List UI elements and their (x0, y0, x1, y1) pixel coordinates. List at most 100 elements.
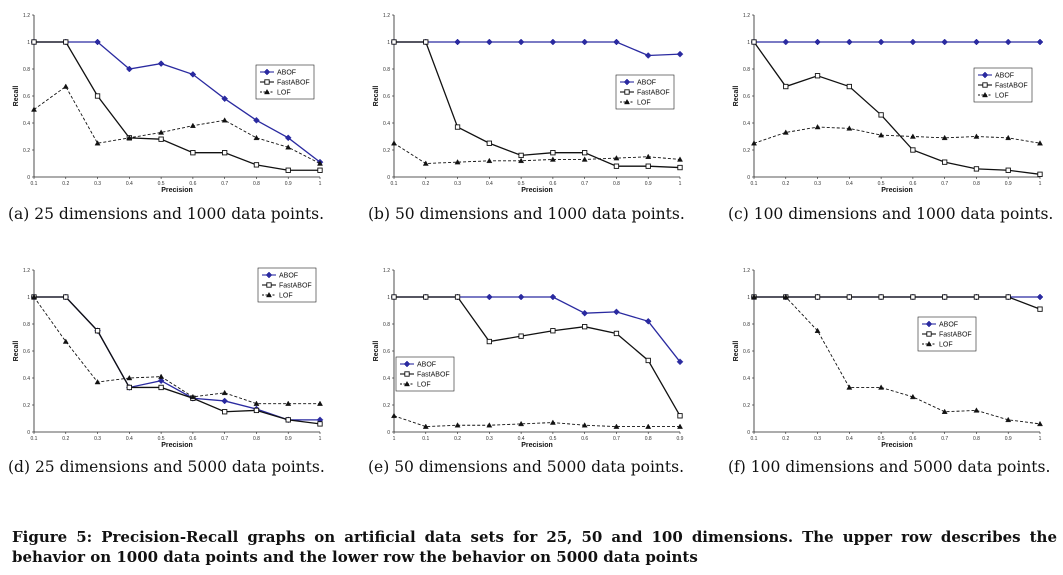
fastabof-point (31, 39, 37, 45)
lof-point (846, 125, 853, 131)
x-tick-label: 0.8 (613, 181, 620, 187)
chart-a: 0 0.2 0.4 0.6 0.8 1 1.2 0.1 0.2 0.3 0.4 0.5 0.6 0.7 0.… (13, 13, 324, 194)
x-tick-label: 0.1 (422, 436, 429, 442)
fastabof-point (454, 124, 461, 130)
legend: ABOF FastABOF LOF (917, 316, 977, 352)
fastabof-point (910, 294, 916, 300)
lof-point (751, 140, 757, 146)
abof-point (125, 65, 133, 73)
y-tick-label: 0.2 (743, 403, 750, 409)
fastabof-point (285, 167, 291, 173)
abof-point (845, 38, 853, 46)
x-tick-label: 1 (393, 436, 396, 442)
fastabof-line (753, 41, 1041, 175)
series-fastabof (31, 39, 323, 173)
lof-point (973, 133, 980, 139)
legend-label: LOF (277, 89, 291, 96)
legend-label: ABOF (417, 361, 436, 368)
x-axis-label: Precision (881, 187, 913, 194)
lof-point (613, 423, 620, 429)
x-tick-label: 1 (679, 181, 682, 187)
y-tick-label: 0.2 (743, 148, 750, 154)
x-tick-label: 0.8 (253, 436, 260, 442)
lof-point (486, 157, 493, 163)
x-tick-label: 0.4 (846, 436, 853, 442)
y-tick-label: 0.8 (383, 322, 390, 328)
series-fastabof (31, 294, 323, 427)
x-tick-label: 0.2 (422, 181, 429, 187)
y-tick-label: 1.2 (383, 13, 390, 19)
lof-line (393, 142, 681, 164)
lof-point (1037, 140, 1043, 146)
lof-point (285, 400, 292, 406)
fastabof-point (973, 294, 980, 300)
abof-point (517, 293, 525, 301)
legend-label: ABOF (637, 79, 656, 86)
lof-point (973, 407, 980, 413)
abof-point (1004, 38, 1012, 46)
y-tick-label: 1.2 (743, 13, 750, 19)
series-fastabof (391, 39, 683, 171)
fastabof-point (94, 93, 101, 99)
lof-point (391, 140, 397, 146)
lof-point (317, 400, 323, 406)
fastabof-point (751, 39, 757, 45)
x-tick-label: 0.4 (126, 436, 133, 442)
y-tick-label: 0 (27, 175, 30, 181)
abof-point (814, 38, 821, 46)
lof-point (1005, 416, 1012, 423)
y-tick-label: 0 (747, 430, 750, 436)
x-tick-label: 0.5 (158, 181, 165, 187)
abof-point (782, 38, 790, 46)
fastabof-point (317, 167, 323, 173)
legend-marker (263, 68, 271, 76)
x-tick-label: 0.9 (285, 436, 292, 442)
y-tick-label: 1.2 (743, 268, 750, 274)
abof-point (613, 308, 620, 316)
y-tick-label: 1 (387, 40, 390, 46)
lof-point (581, 156, 588, 162)
panel-a: 0 0.2 0.4 0.6 0.8 1 1.2 0.1 0.2 0.3 0.4 0.5 0.6 0.7 0.… (0, 5, 346, 260)
legend-label: LOF (637, 99, 651, 106)
x-tick-label: 0.7 (941, 181, 948, 187)
abof-point (94, 38, 101, 46)
caption-e: (e) 50 dimensions and 5000 data points. (368, 458, 684, 476)
lof-point (94, 140, 101, 146)
fastabof-point (582, 324, 588, 330)
x-tick-label: 0.9 (1005, 436, 1012, 442)
lof-point (645, 153, 652, 159)
lof-point (126, 374, 133, 381)
y-axis-label: Recall (13, 86, 20, 107)
y-tick-label: 0.4 (23, 121, 30, 127)
fastabof-point (814, 294, 821, 300)
lof-line (33, 85, 321, 164)
lof-point (814, 327, 821, 333)
lof-line (393, 415, 680, 428)
abof-line (394, 296, 681, 363)
abof-line (394, 41, 681, 57)
fastabof-point (486, 140, 492, 146)
panel-c: 0 0.2 0.4 0.6 0.8 1 1.2 0.1 0.2 0.3 0.4 0.5 0.6 0.7 0.… (720, 5, 1063, 260)
lof-point (62, 338, 69, 344)
fastabof-point (454, 294, 461, 300)
lof-point (878, 132, 885, 138)
lof-point (941, 134, 948, 141)
legend: ABOF FastABOF LOF (257, 267, 317, 303)
panel-b: 0 0.2 0.4 0.6 0.8 1 1.2 0.1 0.2 0.3 0.4 0.5 0.6 0.7 0.… (360, 5, 706, 260)
x-tick-label: 0.8 (253, 181, 260, 187)
fastabof-point (126, 384, 132, 391)
y-tick-label: 0.6 (23, 349, 30, 355)
fastabof-line (394, 296, 681, 417)
abof-point (157, 60, 165, 67)
x-tick-label: 0.1 (751, 181, 758, 187)
x-tick-label: 1 (319, 181, 322, 187)
lof-point (454, 422, 461, 428)
x-axis-label: Precision (521, 442, 553, 449)
panel-d: 0 0.2 0.4 0.6 0.8 1 1.2 0.1 0.2 0.3 0.4 0.5 0.6 0.7 0.… (0, 260, 346, 515)
lof-point (126, 134, 133, 141)
x-tick-label: 0.2 (62, 181, 69, 187)
fastabof-point (190, 150, 196, 156)
abof-point (613, 38, 620, 46)
lof-point (909, 393, 916, 400)
legend-marker (266, 291, 272, 298)
